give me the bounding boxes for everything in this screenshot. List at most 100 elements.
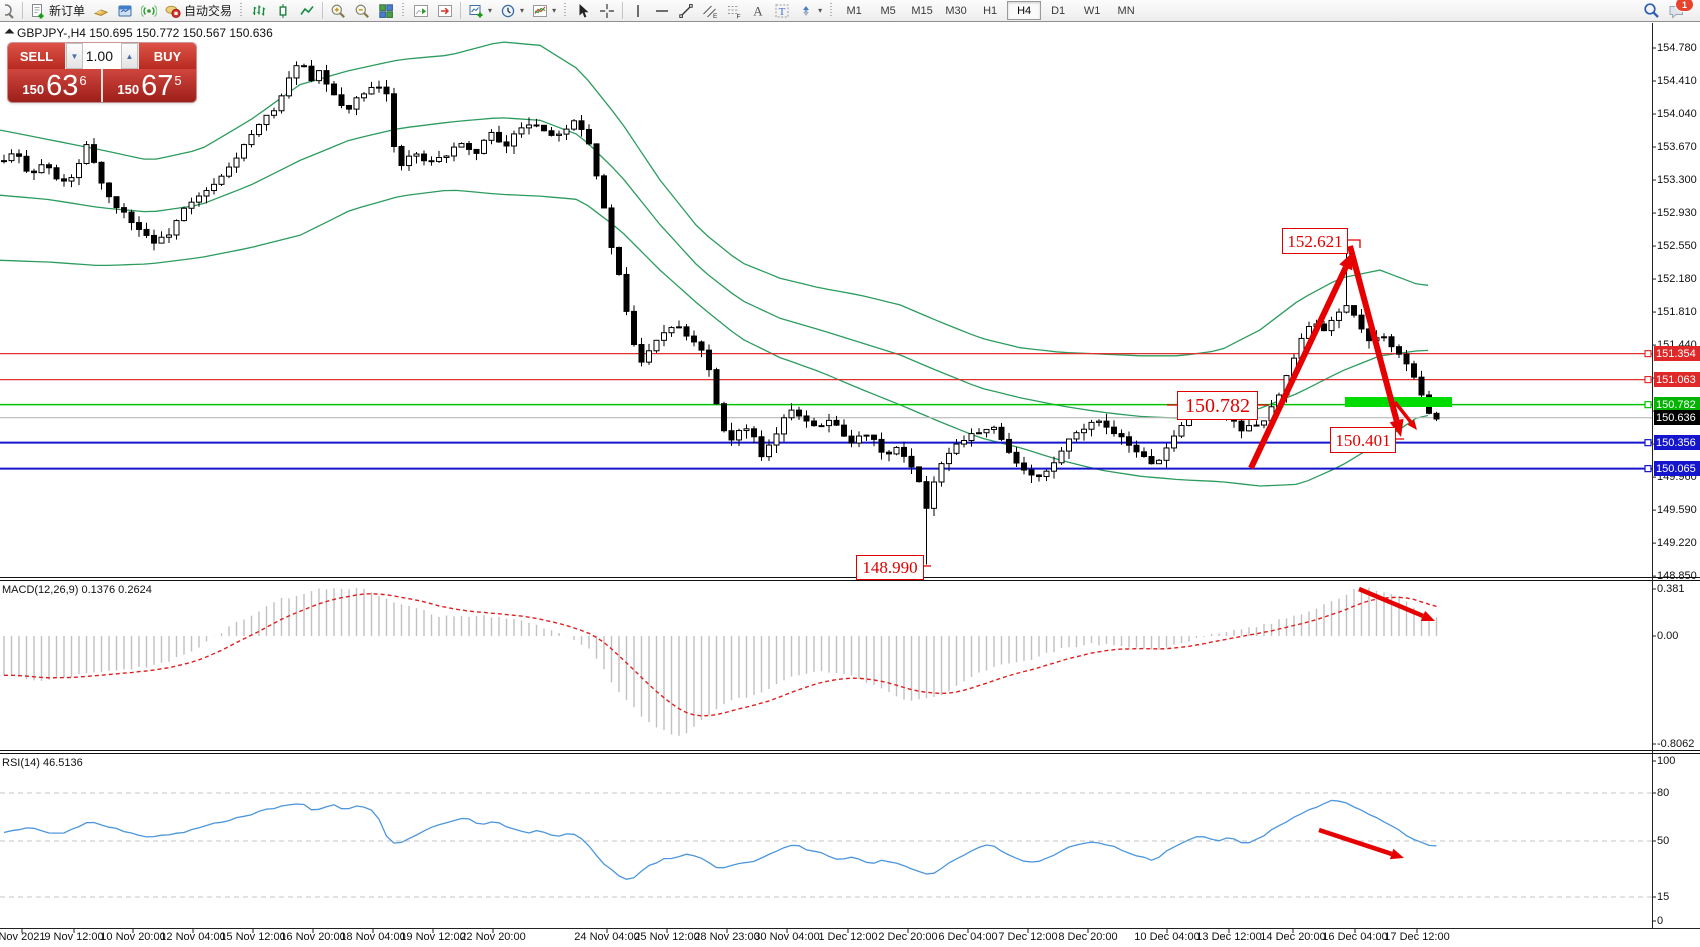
buy-price[interactable]: 150 67 5 [117, 70, 182, 102]
timeframe-d1-button[interactable]: D1 [1051, 4, 1066, 17]
level-handle-square[interactable] [1644, 375, 1652, 384]
timeframe-h1-button[interactable]: H1 [983, 4, 998, 17]
line-chart-button[interactable] [295, 0, 319, 21]
main-toolbar: 新订单 自动交易 ▾ ▾ ▾ E F A T ▾ M1 M5 M15 M30 H1 H4 D1 W1 MN 1 [0, 0, 1700, 22]
candle-body [503, 141, 510, 147]
market-watch-button[interactable] [113, 0, 137, 21]
price-annotation-150.401[interactable]: 150.401 [1330, 427, 1396, 453]
horizontal-line-tool-button[interactable] [650, 0, 674, 21]
trend-arrow-line[interactable] [1347, 245, 1400, 422]
price-level-badge-150.782[interactable]: 150.782 [1654, 397, 1700, 413]
cursor-tool-button[interactable] [571, 0, 595, 21]
candle-body [1013, 451, 1020, 464]
price-annotation-152.621[interactable]: 152.621 [1282, 228, 1348, 254]
bar-chart-button[interactable] [247, 0, 271, 21]
periods-menu-button[interactable]: ▾ [496, 0, 528, 21]
candle-body [1141, 451, 1147, 458]
sell-button[interactable]: SELL [8, 43, 65, 69]
equidistant-channel-tool-button[interactable]: E [698, 0, 722, 21]
volume-decrease-button[interactable]: ▼ [66, 43, 83, 69]
auto-scroll-button[interactable] [433, 0, 457, 21]
toolbar-separator [322, 2, 324, 19]
candle-body [286, 77, 292, 97]
timeframe-m30-button[interactable]: M30 [945, 4, 967, 17]
price-axis-tick-label: 152.930 [1657, 206, 1697, 219]
date-axis-label: 25 Nov 12:00 [634, 931, 700, 943]
date-axis-label: 12 Nov 04:00 [160, 931, 226, 943]
date-axis-label: 22 Nov 20:00 [460, 931, 526, 943]
trend-arrow-line[interactable] [1393, 400, 1413, 424]
candle-body [1261, 420, 1267, 426]
search-button[interactable] [1639, 0, 1664, 21]
candle-body [1073, 432, 1080, 440]
timeframe-m5-button[interactable]: M5 [880, 4, 896, 17]
volume-increase-button[interactable]: ▲ [121, 43, 138, 69]
candlestick-chart-button[interactable] [271, 0, 295, 21]
tile-windows-icon [378, 3, 394, 19]
sell-price[interactable]: 150 63 6 [22, 70, 87, 102]
level-handle-square[interactable] [1644, 350, 1652, 358]
zoom-out-button[interactable] [350, 0, 374, 21]
profile-button[interactable] [89, 0, 113, 21]
price-level-badge-151.354[interactable]: 151.354 [1654, 346, 1700, 362]
fibonacci-tool-button[interactable]: F [722, 0, 746, 21]
chart-shift-button[interactable] [409, 0, 433, 21]
new-order-icon [30, 3, 46, 19]
candle-body [533, 124, 540, 127]
notifications-button[interactable]: 1 [1664, 0, 1694, 21]
candle-body [601, 175, 607, 209]
text-tool-button[interactable]: A [746, 0, 770, 21]
auto-trading-button[interactable]: 自动交易 [161, 0, 236, 21]
signals-button[interactable] [137, 0, 161, 21]
clipped-toolbar-icon[interactable] [1, 0, 19, 21]
level-handle-square[interactable] [1644, 439, 1652, 447]
arrows-tool-button[interactable]: ▾ [794, 0, 826, 21]
green-highlight-bar[interactable] [1345, 397, 1452, 407]
candle-body [241, 144, 247, 159]
price-level-badge-150.636[interactable]: 150.636 [1654, 410, 1700, 426]
price-annotation-150.782[interactable]: 150.782 [1177, 391, 1258, 420]
symbol-ohlc-text: GBPJPY-,H4 150.695 150.772 150.567 150.6… [17, 26, 273, 40]
indicators-menu-button[interactable]: ▾ [528, 0, 560, 21]
candle-body [196, 195, 202, 203]
candle-chart-icon [275, 3, 291, 19]
new-chart-button[interactable]: ▾ [464, 0, 496, 21]
level-handle-square[interactable] [1644, 465, 1652, 473]
new-order-button[interactable]: 新订单 [26, 0, 89, 21]
timeframe-h4-button[interactable]: H4 [1007, 1, 1042, 20]
price-level-badge-151.063[interactable]: 151.063 [1654, 372, 1700, 388]
timeframe-w1-button[interactable]: W1 [1083, 4, 1101, 17]
date-axis-label: 17 Dec 12:00 [1384, 931, 1450, 943]
price-level-badge-150.356[interactable]: 150.356 [1654, 435, 1700, 451]
zoom-in-button[interactable] [326, 0, 350, 21]
buy-button[interactable]: BUY [139, 43, 196, 69]
candle-body [1111, 426, 1117, 435]
candle-body [1021, 462, 1027, 471]
level-handle-square[interactable] [1644, 401, 1652, 409]
text-label-tool-button[interactable]: T [770, 0, 794, 21]
trend-arrow-line[interactable] [1358, 586, 1424, 619]
vertical-line-tool-button[interactable] [626, 0, 650, 21]
tile-windows-button[interactable] [374, 0, 398, 21]
timeframe-m1-button[interactable]: M1 [846, 4, 862, 17]
trendline-tool-button[interactable] [674, 0, 698, 21]
candle-body [1403, 353, 1410, 365]
new-chart-icon [468, 3, 484, 19]
annotation-connector [1346, 239, 1361, 248]
price-level-badge-150.065[interactable]: 150.065 [1654, 461, 1700, 477]
timeframe-m15-button[interactable]: M15 [911, 4, 933, 17]
price-axis-tick-label: 152.550 [1657, 239, 1697, 252]
timeframe-mn-button[interactable]: MN [1117, 4, 1135, 17]
candle-body [1088, 421, 1095, 430]
candle-body [586, 128, 592, 145]
candle-body [443, 155, 450, 159]
volume-input[interactable]: 1.00 [83, 43, 121, 69]
price-annotation-148.990[interactable]: 148.990 [856, 555, 924, 580]
trend-arrow-line[interactable] [1248, 266, 1349, 470]
trendline-icon [678, 3, 694, 19]
candle-body [961, 440, 967, 445]
svg-text:F: F [737, 13, 741, 19]
trend-arrow-line[interactable] [1318, 827, 1393, 857]
crosshair-tool-button[interactable] [595, 0, 619, 21]
